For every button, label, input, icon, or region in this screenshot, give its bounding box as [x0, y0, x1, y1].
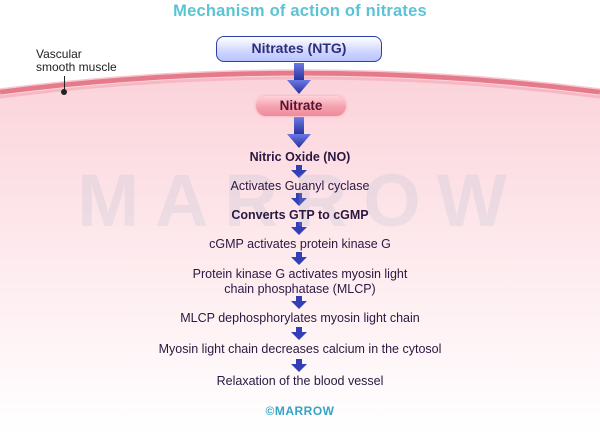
step-relaxation: Relaxation of the blood vessel	[216, 374, 384, 388]
diagram-title: Mechanism of action of nitrates	[173, 2, 427, 20]
cell-label-nitrate: Nitrate	[256, 96, 346, 116]
step-nitric-oxide: Nitric Oxide (NO)	[249, 150, 351, 164]
arrow-big-2	[287, 117, 311, 148]
membrane-label-line1: Vascular	[36, 47, 82, 61]
arrow-small-5	[291, 296, 307, 309]
step-mlcp-line1: Protein kinase G activates myosin light	[192, 267, 408, 281]
arrow-small-4	[291, 252, 307, 265]
step-mlcp-line2: chain phosphatase (MLCP)	[224, 282, 376, 296]
membrane-label: Vascular smooth muscle	[36, 48, 117, 74]
footer-brand: ©MARROW	[265, 404, 335, 418]
watermark: MARROW	[77, 159, 523, 242]
membrane-label-line2: smooth muscle	[36, 60, 117, 74]
step-protein-kinase-g: cGMP activates protein kinase G	[209, 237, 391, 251]
step-gtp-cgmp: Converts GTP to cGMP	[231, 208, 369, 222]
arrow-small-6	[291, 327, 307, 340]
drug-box: Nitrates (NTG)	[216, 36, 382, 62]
membrane-pointer-dot	[61, 89, 67, 95]
arrow-big-1	[287, 63, 311, 94]
step-guanyl-cyclase: Activates Guanyl cyclase	[230, 179, 370, 193]
arrow-small-1	[291, 165, 307, 178]
step-mlcp-activation: Protein kinase G activates myosin light …	[0, 267, 600, 297]
arrow-small-2	[291, 193, 307, 206]
arrow-small-7	[291, 359, 307, 372]
step-dephosphorylation: MLCP dephosphorylates myosin light chain	[180, 311, 420, 325]
arrow-small-3	[291, 222, 307, 235]
step-calcium: Myosin light chain decreases calcium in …	[158, 342, 442, 356]
membrane-pointer-line	[64, 76, 65, 92]
